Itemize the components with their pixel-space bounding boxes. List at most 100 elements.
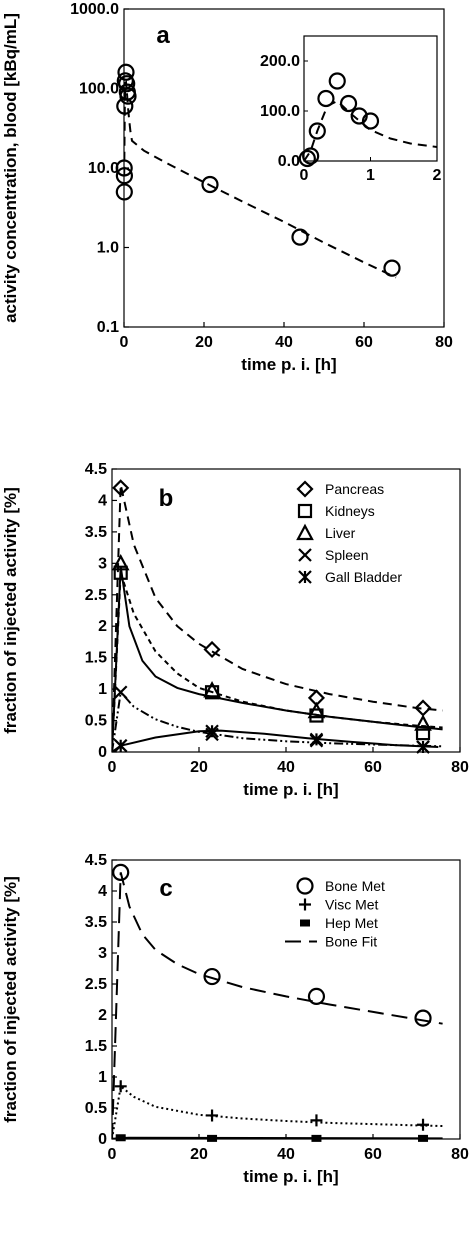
- legend-label-bone-met: Bone Met: [325, 878, 385, 894]
- y-tick-label: 3: [98, 945, 107, 962]
- x-tick-label: 80: [451, 1146, 469, 1163]
- x-tick-label: 0: [108, 1146, 117, 1163]
- visc-met-point: [417, 1118, 430, 1131]
- y-tick-label: 100.0: [79, 81, 119, 98]
- y-tick-label: 4.5: [85, 461, 107, 478]
- x-tick-label: 40: [277, 759, 295, 776]
- gall-bladder-fit-line: [112, 729, 439, 752]
- inset-point: [328, 72, 346, 90]
- legend-label-hep-met: Hep Met: [325, 915, 378, 931]
- x-tick-label: 40: [275, 334, 293, 351]
- y-axis-label: activity concentration, blood [kBq/mL]: [1, 13, 20, 323]
- inset-point: [298, 149, 316, 168]
- pancreas-fit-line: [112, 484, 443, 752]
- inset-y-tick-label: 0.0: [278, 153, 300, 170]
- x-tick-label: 60: [355, 334, 373, 351]
- inset-x-tick-label: 1: [366, 167, 375, 184]
- y-tick-label: 4.5: [85, 852, 107, 869]
- spleen-point: [113, 685, 128, 700]
- y-tick-label: 0.5: [85, 1100, 107, 1117]
- x-tick-label: 20: [190, 759, 208, 776]
- x-tick-label: 40: [277, 1146, 295, 1163]
- y-tick-label: 1000.0: [70, 1, 119, 18]
- y-tick-label: 3.5: [85, 524, 107, 541]
- inset-point: [302, 147, 320, 165]
- legend-label-visc-met: Visc Met: [325, 897, 379, 913]
- series-point: [119, 87, 137, 105]
- legend-marker-gall-bladder: [298, 570, 312, 584]
- inset-point: [361, 112, 380, 130]
- y-tick-label: 1.0: [97, 240, 119, 257]
- y-tick-label: 1.5: [85, 1038, 107, 1055]
- liver-fit-line: [112, 566, 443, 752]
- series-point: [383, 259, 401, 277]
- bone-met-point: [307, 987, 326, 1006]
- x-axis-label: time p. i. [h]: [243, 780, 338, 799]
- panel-b: 0 0.5 1 1.5 2 2.5 3 3.5 4 4.5 0 20 40 60 80 time p. i. …: [1, 461, 469, 799]
- x-tick-label: 80: [435, 334, 453, 351]
- visc-met-fit-line: [112, 1084, 443, 1139]
- x-tick-label: 0: [108, 759, 117, 776]
- inset-point: [308, 122, 326, 140]
- y-tick-label: 4: [98, 883, 107, 900]
- hep-met-fit-line: [112, 1136, 443, 1139]
- inset-frame: [303, 35, 438, 162]
- y-tick-label: 2.5: [85, 587, 107, 604]
- x-tick-label: 0: [120, 334, 129, 351]
- legend-label-kidneys: Kidneys: [325, 503, 375, 519]
- x-tick-label: 60: [364, 1146, 382, 1163]
- legend-marker-hep-met: [300, 919, 310, 927]
- y-tick-label: 0: [98, 1131, 107, 1148]
- series-point: [201, 175, 219, 194]
- series-point: [117, 63, 135, 81]
- visc-met-point: [310, 1114, 323, 1127]
- y-tick-label: 4: [98, 492, 107, 509]
- panel-label: b: [159, 485, 174, 512]
- legend-marker-spleen: [298, 548, 312, 562]
- legend-label-liver: Liver: [325, 525, 356, 541]
- x-tick-label: 20: [195, 334, 213, 351]
- y-tick-label: 10.0: [88, 160, 119, 177]
- gall-bladder-point: [205, 724, 219, 739]
- legend-label-pancreas: Pancreas: [325, 481, 384, 497]
- bone-fit-fit-line: [112, 872, 443, 1139]
- fit-line: [124, 80, 397, 279]
- kidneys-fit-line: [112, 572, 443, 752]
- bone-met-point: [414, 1009, 432, 1027]
- series-point: [115, 183, 133, 201]
- x-tick-label: 60: [364, 759, 382, 776]
- bone-met-point: [112, 863, 130, 882]
- hep-met-point: [418, 1134, 429, 1142]
- gall-bladder-point: [416, 740, 430, 754]
- legend-marker-visc-met: [299, 898, 311, 911]
- y-axis-label: fraction of injected activity [%]: [1, 876, 20, 1123]
- legend-marker-pancreas: [296, 480, 314, 498]
- visc-met-point: [206, 1109, 219, 1122]
- y-tick-label: 0: [98, 744, 107, 761]
- legend-marker-bone-met: [296, 877, 314, 895]
- y-tick-label: 2.5: [85, 976, 107, 993]
- hep-met-point: [311, 1134, 322, 1142]
- inset-fit-line: [303, 99, 438, 162]
- y-tick-label: 0.5: [85, 713, 107, 730]
- inset-x-tick-label: 0: [300, 167, 309, 184]
- hep-met-point: [207, 1134, 218, 1142]
- legend-marker-liver: [296, 523, 314, 541]
- inset-point: [339, 94, 358, 113]
- series-point: [291, 228, 309, 246]
- y-tick-label: 1: [98, 1069, 107, 1086]
- legend-label-bone-fit: Bone Fit: [325, 934, 377, 950]
- hep-met-point: [115, 1134, 126, 1142]
- x-axis-label: time p. i. [h]: [243, 1167, 338, 1186]
- liver-point: [111, 554, 130, 571]
- pancreas-point: [112, 479, 130, 497]
- liver-point: [203, 681, 221, 698]
- y-tick-label: 0.1: [97, 319, 119, 336]
- inset-point: [317, 89, 335, 108]
- spleen-fit-line: [112, 690, 443, 752]
- panel-label: c: [159, 875, 172, 902]
- y-axis-label: fraction of injected activity [%]: [1, 487, 20, 734]
- inset-x-tick-label: 2: [433, 167, 442, 184]
